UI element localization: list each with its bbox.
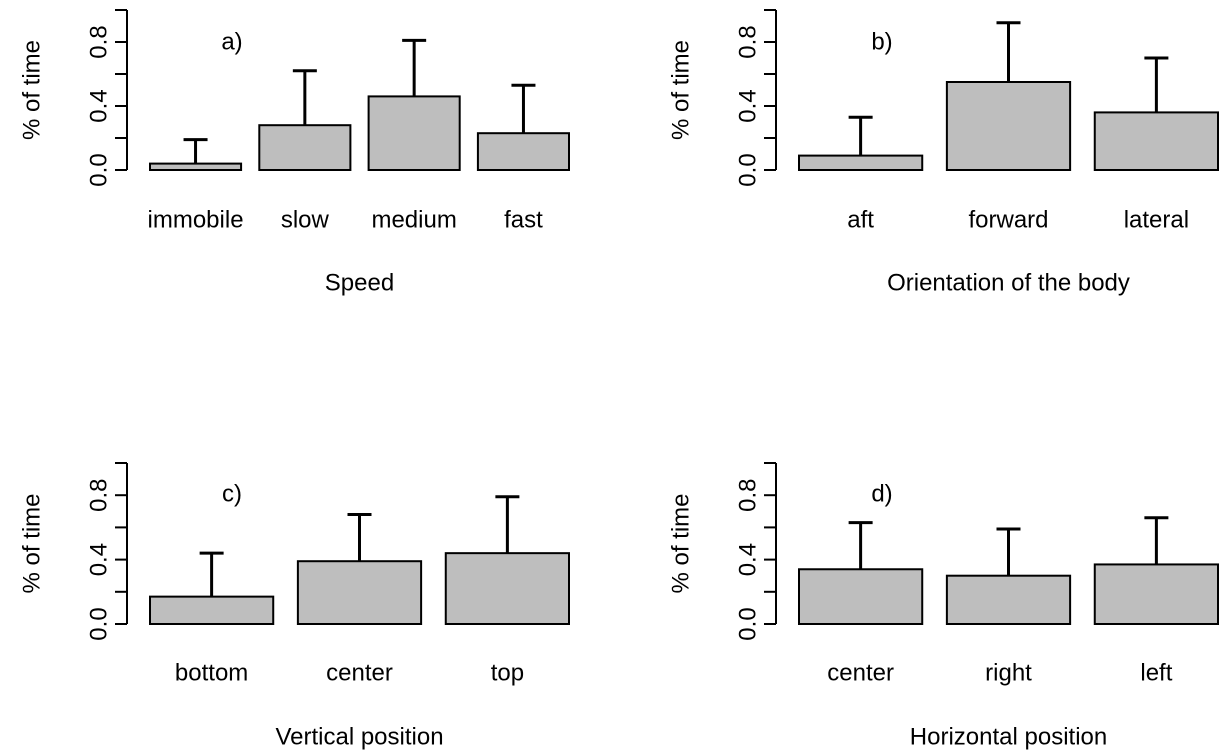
- bar: [476, 132, 571, 171]
- y-axis-title: % of time: [19, 40, 46, 140]
- category-label: center: [827, 660, 894, 687]
- y-tick-label: 0.8: [735, 25, 762, 58]
- category-label: aft: [847, 207, 874, 234]
- bar: [258, 124, 352, 171]
- y-tick-label: 0.8: [735, 479, 762, 512]
- bar: [945, 574, 1072, 626]
- x-axis-title: Orientation of the body: [887, 270, 1130, 297]
- panel-tag: c): [222, 481, 242, 508]
- bar: [798, 568, 924, 626]
- category-label: top: [491, 660, 524, 687]
- category-label: left: [1140, 660, 1172, 687]
- bar: [1093, 111, 1219, 171]
- y-tick-label: 0.4: [735, 89, 762, 122]
- x-axis-title: Horizontal position: [910, 724, 1107, 751]
- bar: [798, 154, 924, 172]
- category-label: immobile: [148, 207, 244, 234]
- panel-tag: d): [871, 481, 892, 508]
- y-tick-label: 0.8: [86, 479, 113, 512]
- category-label: lateral: [1124, 207, 1189, 234]
- bar: [444, 552, 570, 625]
- bar: [149, 162, 243, 172]
- x-axis-title: Vertical position: [275, 724, 443, 751]
- y-tick-label: 0.0: [86, 607, 113, 640]
- category-label: bottom: [175, 660, 248, 687]
- y-axis-title: % of time: [19, 493, 46, 593]
- bar: [367, 95, 461, 171]
- y-axis-title: % of time: [668, 40, 695, 140]
- bar: [945, 81, 1072, 171]
- category-label: fast: [504, 207, 543, 234]
- panel-tag: b): [871, 29, 892, 56]
- y-tick-label: 0.4: [735, 543, 762, 576]
- category-label: right: [985, 660, 1032, 687]
- category-label: medium: [371, 207, 456, 234]
- x-axis-title: Speed: [325, 270, 394, 297]
- y-axis-title: % of time: [668, 493, 695, 593]
- y-tick-label: 0.8: [86, 25, 113, 58]
- category-label: forward: [968, 207, 1048, 234]
- y-tick-label: 0.0: [735, 153, 762, 186]
- panel-tag: a): [221, 29, 242, 56]
- y-tick-label: 0.0: [735, 607, 762, 640]
- bar: [1093, 563, 1219, 625]
- y-tick-label: 0.4: [86, 543, 113, 576]
- category-label: center: [326, 660, 393, 687]
- bar: [296, 560, 423, 626]
- y-tick-label: 0.4: [86, 89, 113, 122]
- bar: [149, 595, 275, 626]
- category-label: slow: [281, 207, 330, 234]
- y-tick-label: 0.0: [86, 153, 113, 186]
